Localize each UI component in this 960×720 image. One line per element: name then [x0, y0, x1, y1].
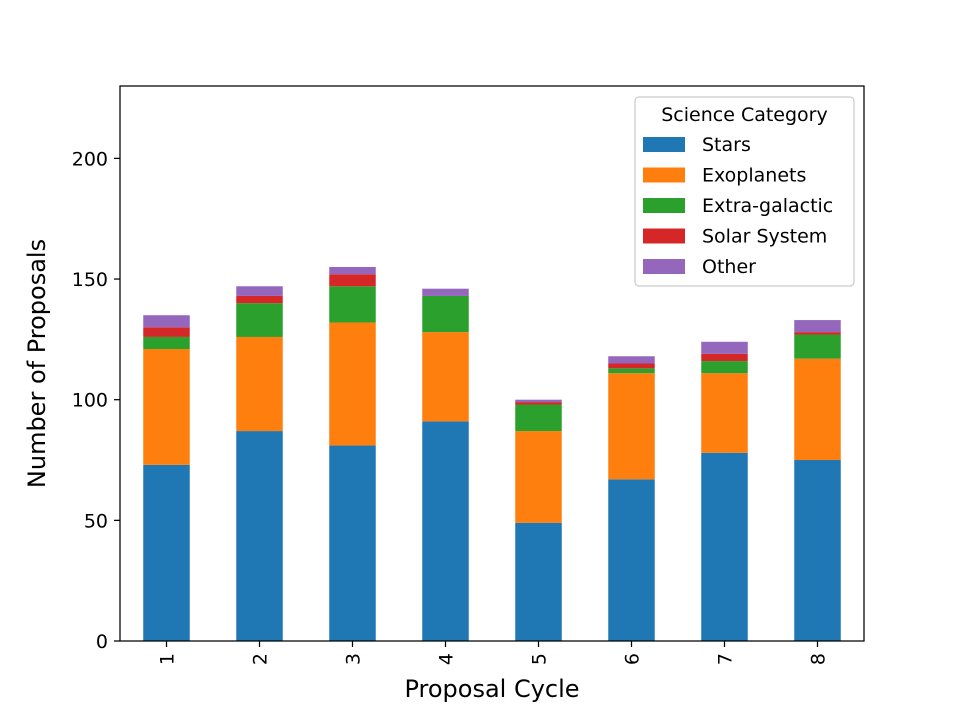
x-tick-label-8: 8: [808, 653, 830, 665]
bar-solar-system-cycle-7: [701, 353, 748, 362]
x-tick-label-3: 3: [343, 653, 365, 665]
legend: Science Category Stars Exoplanets Extra-gal…: [634, 96, 855, 287]
legend-label-other: Other: [702, 256, 756, 278]
bar-solar-system-cycle-2: [236, 295, 283, 304]
bar-extra-galactic-cycle-4: [422, 295, 469, 333]
y-tick-label-50: 50: [84, 510, 108, 532]
bar-extra-galactic-cycle-1: [143, 336, 190, 350]
bar-solar-system-cycle-8: [794, 332, 841, 335]
bar-exoplanets-cycle-8: [794, 358, 841, 461]
bar-other-cycle-7: [701, 341, 748, 354]
bar-exoplanets-cycle-5: [515, 431, 562, 523]
legend-swatch-solar-system: [643, 228, 685, 244]
bar-solar-system-cycle-6: [608, 363, 655, 369]
legend-box: [634, 96, 855, 287]
x-tick-label-5: 5: [529, 653, 551, 665]
legend-swatch-extra-galactic: [643, 198, 685, 213]
x-tick-label-7: 7: [715, 653, 737, 665]
plot-frame: [119, 85, 865, 642]
bar-exoplanets-cycle-4: [422, 332, 469, 422]
bar-exoplanets-cycle-2: [236, 336, 283, 432]
x-axis-label: Proposal Cycle: [404, 675, 579, 703]
bar-extra-galactic-cycle-8: [794, 334, 841, 359]
bar-other-cycle-2: [236, 286, 283, 296]
bar-other-cycle-3: [329, 266, 376, 275]
y-tick-label-200: 200: [72, 148, 108, 170]
x-tick-label-4: 4: [436, 653, 458, 665]
y-axis-label: Number of Proposals: [23, 239, 51, 488]
bar-stars-cycle-8: [794, 460, 841, 641]
bar-stars-cycle-5: [515, 522, 562, 641]
bar-other-cycle-5: [515, 399, 562, 403]
bar-solar-system-cycle-5: [515, 402, 562, 405]
x-tick-label-6: 6: [622, 653, 644, 665]
bar-stars-cycle-1: [143, 464, 190, 641]
legend-label-solar-system: Solar System: [702, 226, 827, 248]
y-tick-label-150: 150: [72, 269, 108, 291]
bar-exoplanets-cycle-3: [329, 322, 376, 446]
bar-stars-cycle-2: [236, 431, 283, 641]
legend-swatch-stars: [643, 137, 685, 152]
bar-other-cycle-8: [794, 320, 841, 333]
bar-extra-galactic-cycle-7: [701, 361, 748, 374]
bar-solar-system-cycle-3: [329, 274, 376, 287]
legend-swatch-exoplanets: [643, 167, 685, 183]
bar-other-cycle-6: [608, 356, 655, 364]
bar-stars-cycle-4: [422, 421, 469, 641]
bar-extra-galactic-cycle-2: [236, 303, 283, 337]
bar-stars-cycle-7: [701, 452, 748, 641]
bar-other-cycle-4: [422, 288, 469, 296]
bar-extra-galactic-cycle-5: [515, 404, 562, 432]
legend-label-extra-galactic: Extra-galactic: [702, 195, 833, 217]
legend-label-exoplanets: Exoplanets: [702, 165, 806, 187]
bar-extra-galactic-cycle-3: [329, 286, 376, 323]
bars-layer: [143, 266, 841, 641]
bar-exoplanets-cycle-1: [143, 349, 190, 465]
x-tick-label-1: 1: [157, 653, 179, 665]
y-tick-label-100: 100: [72, 390, 108, 412]
labels-layer: 0 50 100 150 200 1 2 3 4 5 6 7 8 Proposal Cycle Number…: [23, 148, 830, 703]
bar-exoplanets-cycle-7: [701, 373, 748, 453]
bar-stars-cycle-6: [608, 479, 655, 641]
legend-title: Science Category: [661, 104, 827, 126]
bar-solar-system-cycle-1: [143, 327, 190, 337]
legend-swatch-other: [643, 259, 685, 274]
bar-extra-galactic-cycle-6: [608, 368, 655, 374]
bar-other-cycle-1: [143, 315, 190, 328]
legend-label-stars: Stars: [702, 134, 751, 156]
x-tick-label-2: 2: [250, 653, 272, 665]
axes-layer: [114, 85, 865, 647]
bar-stars-cycle-3: [329, 445, 376, 641]
bar-exoplanets-cycle-6: [608, 373, 655, 480]
y-tick-label-0: 0: [96, 631, 108, 653]
